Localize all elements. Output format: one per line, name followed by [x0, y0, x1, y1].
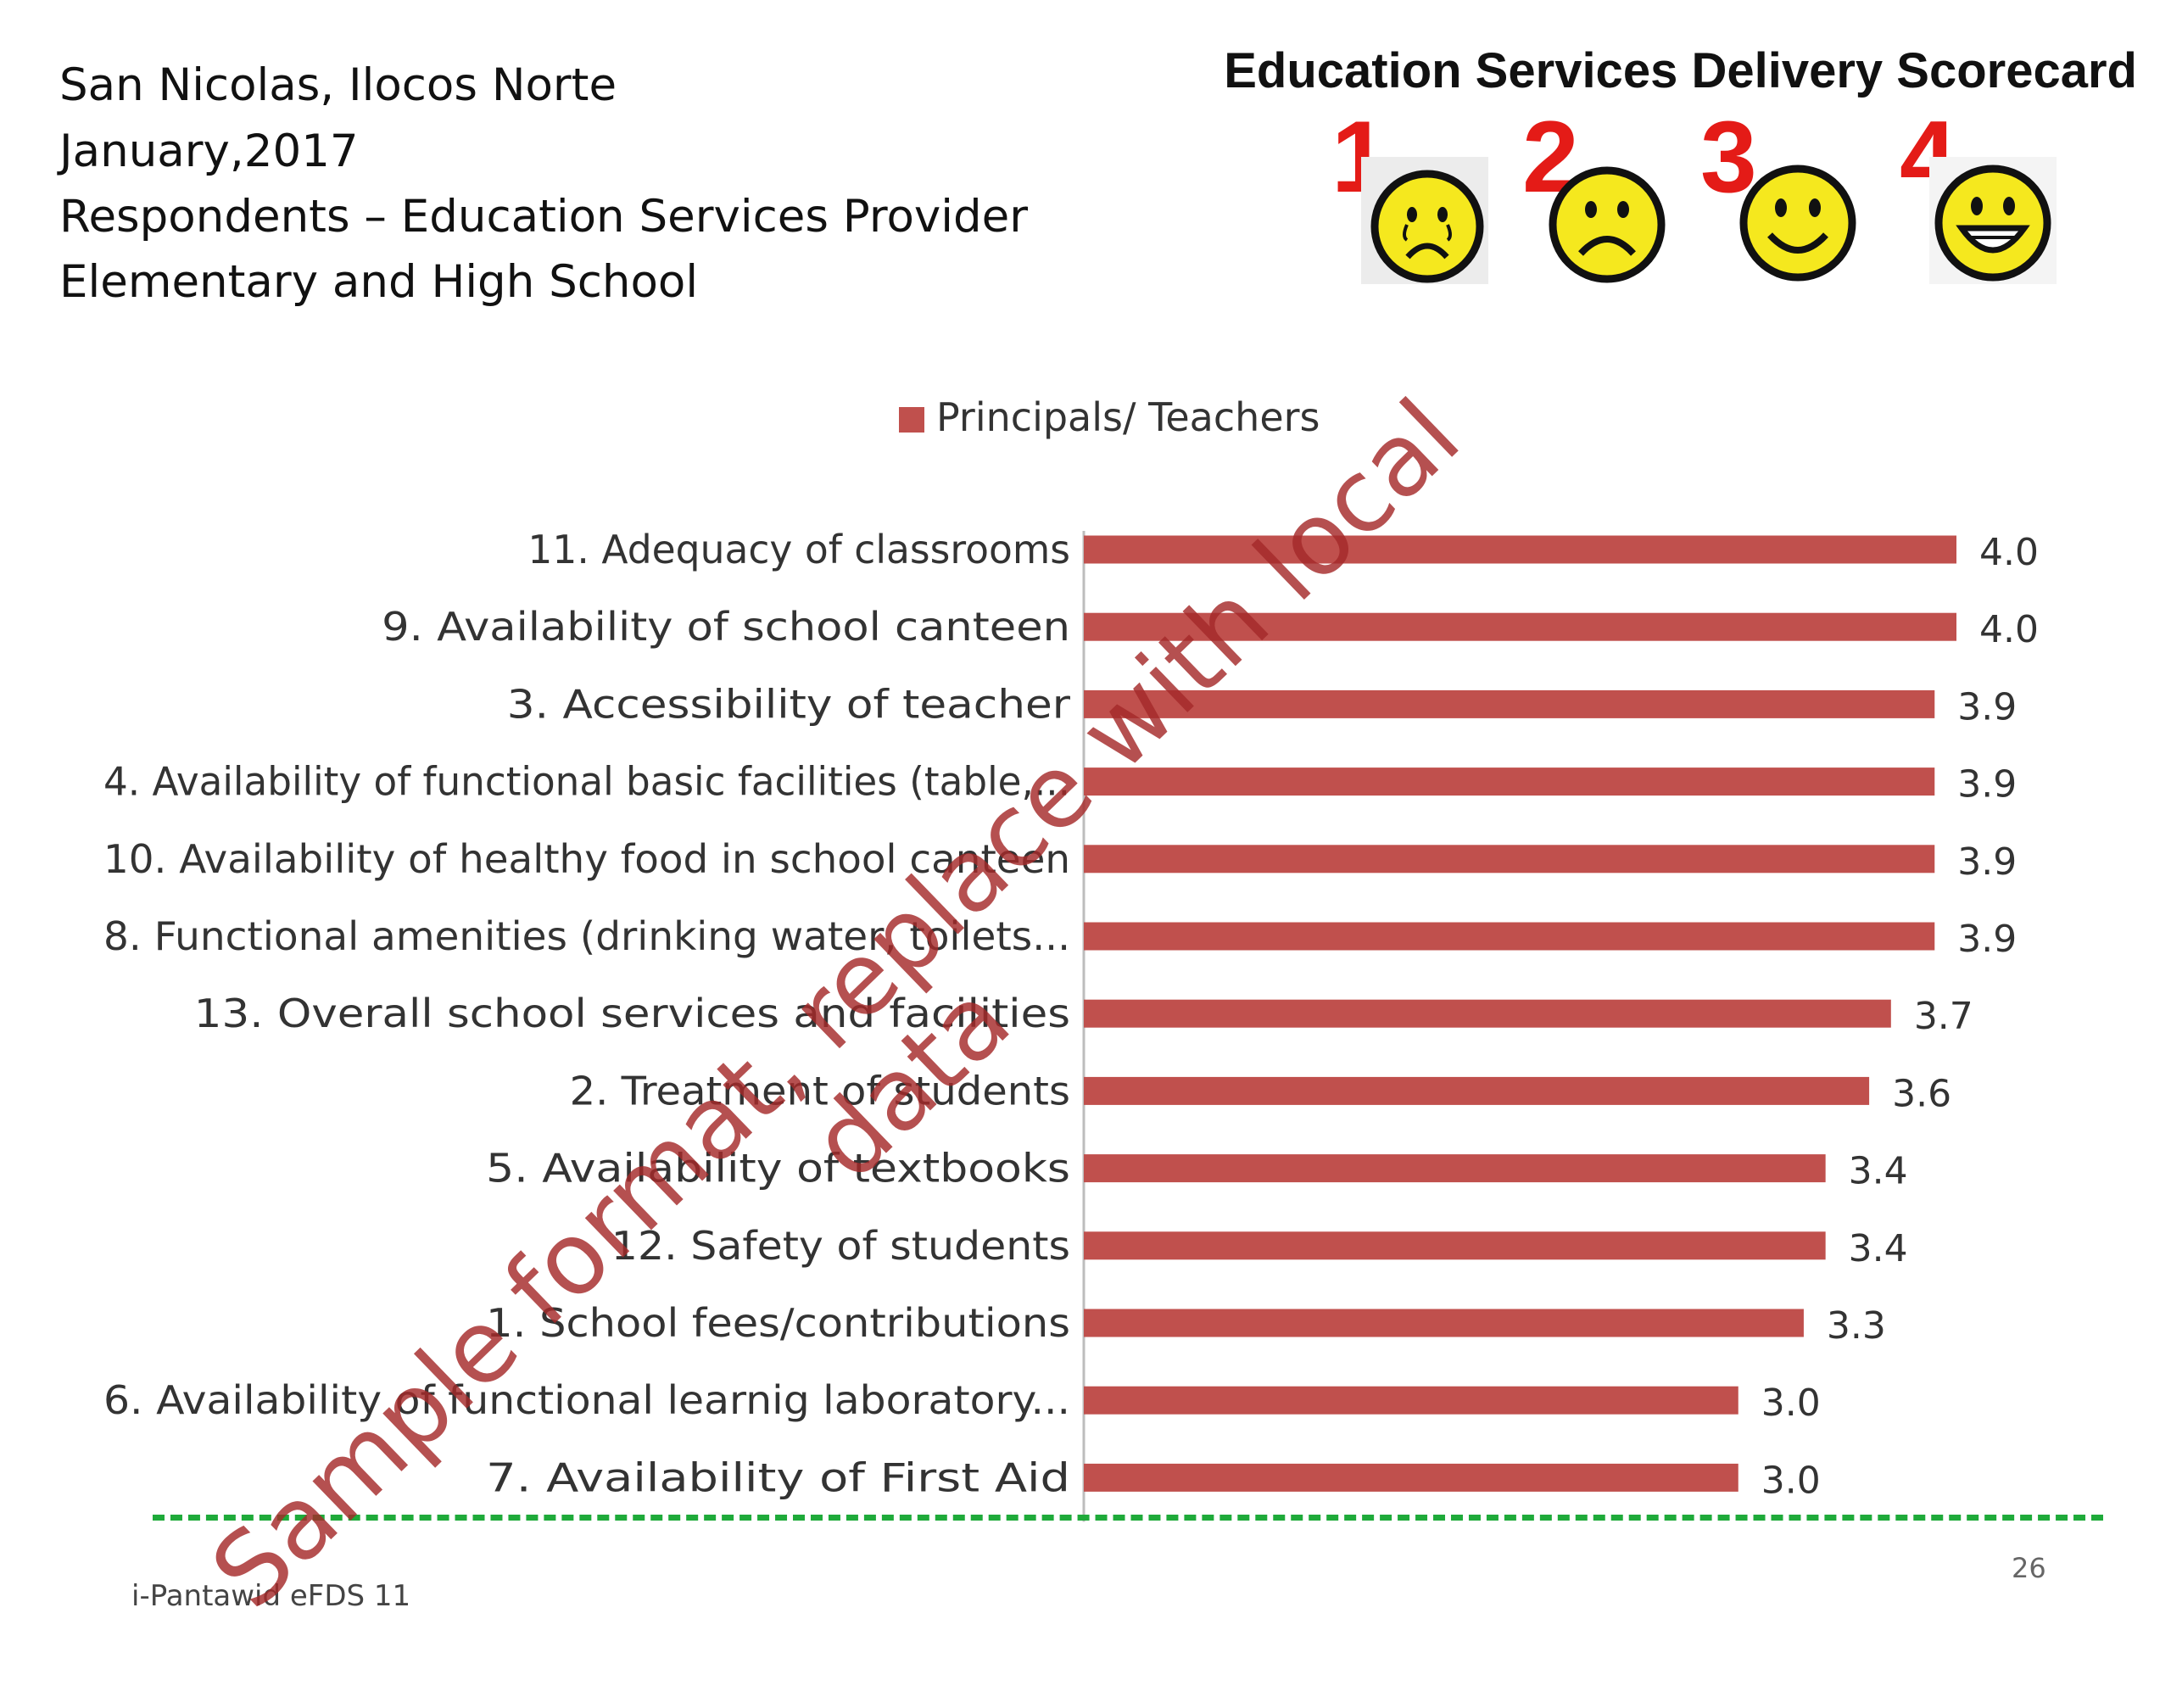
category-label: 1. School fees/contributions: [486, 1300, 1070, 1346]
category-label: 3. Accessibility of teacher: [507, 681, 1070, 727]
data-label: 3.0: [1761, 1381, 1821, 1425]
smiling-face-icon: [1739, 165, 1856, 282]
respondents-label: Respondents – Education Services Provide…: [59, 191, 1029, 243]
bar: [1084, 922, 1935, 951]
category-label: 13. Overall school services and faciliti…: [194, 991, 1070, 1036]
category-label: 7. Availability of First Aid: [486, 1454, 1070, 1500]
bar: [1084, 1386, 1738, 1415]
data-label: 4.0: [1979, 531, 2039, 574]
bar: [1084, 1154, 1826, 1183]
bar-chart: 11. Adequacy of classrooms 4.0 9. Availabi…: [103, 527, 2039, 1522]
category-label: 4. Availability of functional basic faci…: [103, 759, 1070, 805]
data-label: 4.0: [1979, 608, 2039, 651]
data-label: 3.7: [1914, 995, 1973, 1038]
bar: [1084, 845, 1935, 874]
category-label: 2. Treatment of students: [570, 1068, 1070, 1114]
data-label: 3.6: [1892, 1072, 1951, 1115]
data-label: 3.9: [1957, 918, 2017, 961]
data-label: 3.4: [1849, 1150, 1908, 1193]
data-label: 3.9: [1957, 763, 2017, 807]
category-label: 8. Functional amenities (drinking water,…: [103, 913, 1070, 959]
legend-label: Principals/ Teachers: [936, 394, 1320, 440]
scorecard-title: Education Services Delivery Scorecard: [1224, 43, 2137, 98]
legend-swatch: [899, 407, 924, 433]
location-label: San Nicolas, Ilocos Norte: [59, 59, 617, 111]
data-label: 3.9: [1957, 840, 2017, 884]
chart-legend: Principals/ Teachers: [899, 394, 1320, 440]
category-label: 6. Availability of functional learnig la…: [103, 1377, 1070, 1423]
bar: [1084, 999, 1891, 1028]
grinning-face-icon: [1929, 157, 2057, 284]
data-label: 3.4: [1849, 1227, 1908, 1270]
category-label: 10. Availability of healthy food in scho…: [103, 836, 1070, 882]
sad-face-icon: [1549, 166, 1666, 283]
bar: [1084, 1231, 1826, 1260]
bar: [1084, 767, 1935, 796]
category-label: 9. Availability of school canteen: [382, 604, 1070, 650]
bar: [1084, 1463, 1738, 1492]
category-label: 5. Availability of textbooks: [486, 1146, 1070, 1192]
page-number: 26: [2012, 1552, 2046, 1584]
bar: [1084, 689, 1935, 718]
bar: [1084, 1309, 1804, 1337]
bar: [1084, 1076, 1870, 1105]
footer-text: i-Pantawid eFDS 11: [131, 1579, 411, 1613]
bar: [1084, 535, 1956, 564]
dashed-divider: [153, 1515, 2103, 1521]
school-level-label: Elementary and High School: [59, 256, 699, 308]
category-label: 11. Adequacy of classrooms: [527, 527, 1070, 572]
scale-number-3: 3: [1700, 100, 1757, 214]
data-label: 3.0: [1761, 1459, 1821, 1502]
category-label: 12. Safety of students: [611, 1223, 1070, 1269]
data-label: 3.3: [1827, 1304, 1886, 1348]
bar: [1084, 612, 1956, 641]
date-label: January,2017: [59, 126, 359, 177]
data-label: 3.9: [1957, 685, 2017, 728]
crying-face-icon: [1361, 157, 1488, 284]
